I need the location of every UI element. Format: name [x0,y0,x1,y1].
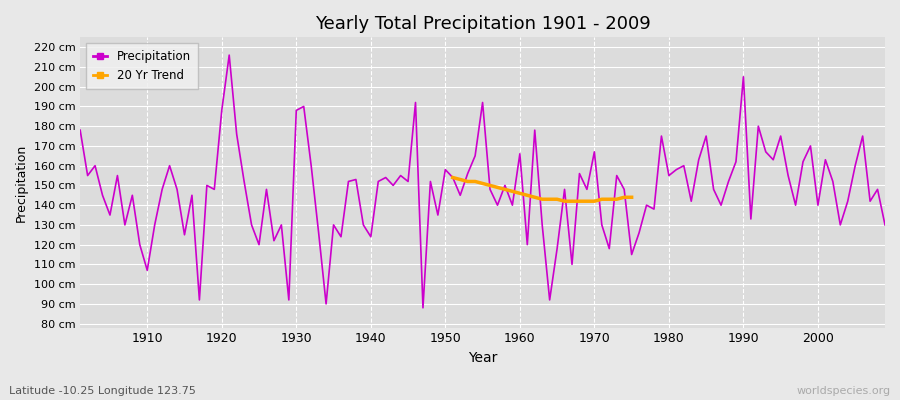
Legend: Precipitation, 20 Yr Trend: Precipitation, 20 Yr Trend [86,43,198,89]
Y-axis label: Precipitation: Precipitation [15,143,28,222]
X-axis label: Year: Year [468,351,498,365]
Text: Latitude -10.25 Longitude 123.75: Latitude -10.25 Longitude 123.75 [9,386,196,396]
Title: Yearly Total Precipitation 1901 - 2009: Yearly Total Precipitation 1901 - 2009 [315,15,651,33]
Text: worldspecies.org: worldspecies.org [796,386,891,396]
